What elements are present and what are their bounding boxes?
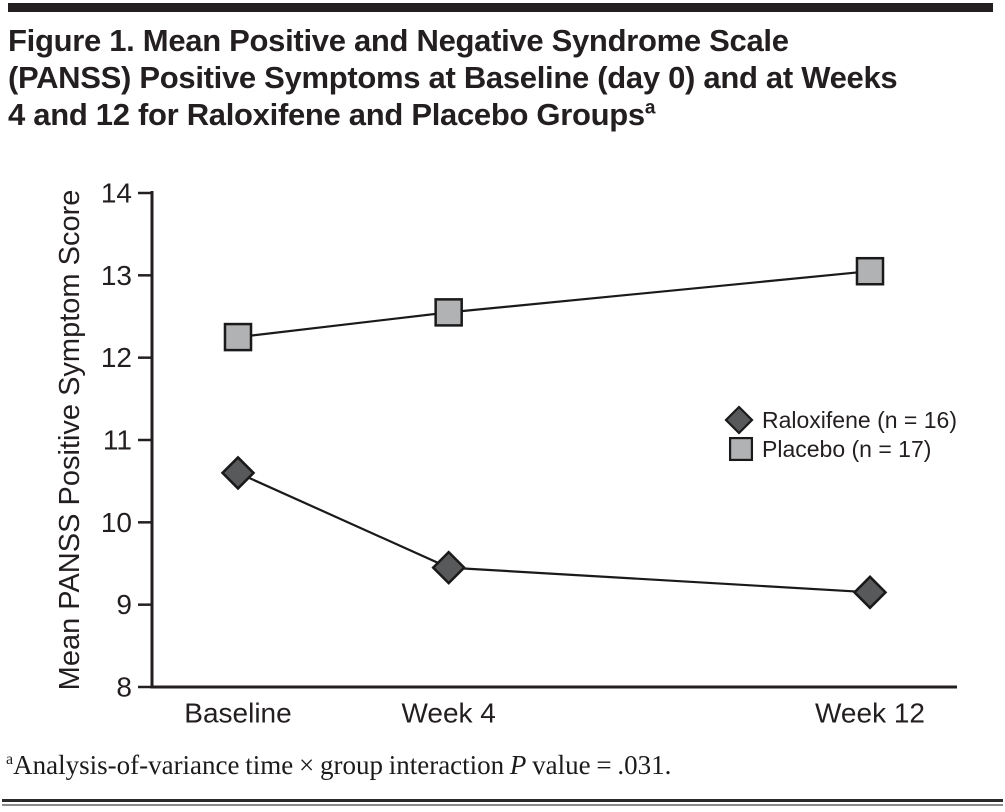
title-line-2: (PANSS) Positive Symptoms at Baseline (d… bbox=[8, 60, 898, 95]
data-point-marker bbox=[855, 256, 885, 286]
legend-swatch-diamond bbox=[724, 405, 754, 435]
data-point-marker bbox=[852, 575, 888, 610]
y-axis-title: Mean PANSS Positive Symptom Score bbox=[54, 190, 86, 691]
top-rule bbox=[8, 3, 993, 12]
y-tick-label: 9 bbox=[116, 589, 132, 620]
title-line-3-text: 4 and 12 for Raloxifene and Placebo Grou… bbox=[8, 97, 645, 132]
bottom-rule-light bbox=[2, 804, 1003, 806]
footnote-marker: a bbox=[6, 751, 14, 768]
y-tick-label: 13 bbox=[101, 260, 132, 291]
data-point-marker bbox=[431, 550, 466, 585]
series-line-0 bbox=[237, 471, 871, 594]
data-point-marker bbox=[434, 298, 463, 327]
footnote-text-1: Analysis-of-variance time × group intera… bbox=[13, 750, 510, 780]
footnote-p-italic: P bbox=[509, 750, 527, 780]
y-tick-label: 12 bbox=[101, 342, 132, 373]
x-category-label: Week 12 bbox=[815, 698, 925, 729]
series-line-1 bbox=[237, 270, 871, 339]
y-tick-label: 10 bbox=[101, 507, 132, 538]
y-tick-label: 8 bbox=[116, 672, 132, 703]
bottom-rule-dark bbox=[2, 799, 1003, 802]
footnote: aAnalysis-of-variance time × group inter… bbox=[6, 750, 671, 781]
title-footnote-marker: a bbox=[644, 97, 656, 119]
y-tick-label: 14 bbox=[101, 178, 132, 209]
title-line-1: Figure 1. Mean Positive and Negative Syn… bbox=[8, 23, 789, 58]
y-tick-label: 11 bbox=[103, 425, 132, 456]
figure-title: Figure 1. Mean Positive and Negative Syn… bbox=[8, 22, 1003, 133]
x-category-label: Baseline bbox=[184, 698, 291, 729]
data-point-marker bbox=[223, 322, 253, 352]
title-line-3: 4 and 12 for Raloxifene and Placebo Grou… bbox=[8, 96, 1003, 133]
legend-swatch-square bbox=[728, 436, 754, 462]
data-point-marker bbox=[220, 455, 256, 491]
footnote-text-2: value = .031. bbox=[526, 750, 672, 780]
legend-label: Placebo (n = 17) bbox=[762, 436, 931, 462]
legend-label: Raloxifene (n = 16) bbox=[762, 407, 957, 433]
x-category-label: Week 4 bbox=[401, 698, 495, 729]
